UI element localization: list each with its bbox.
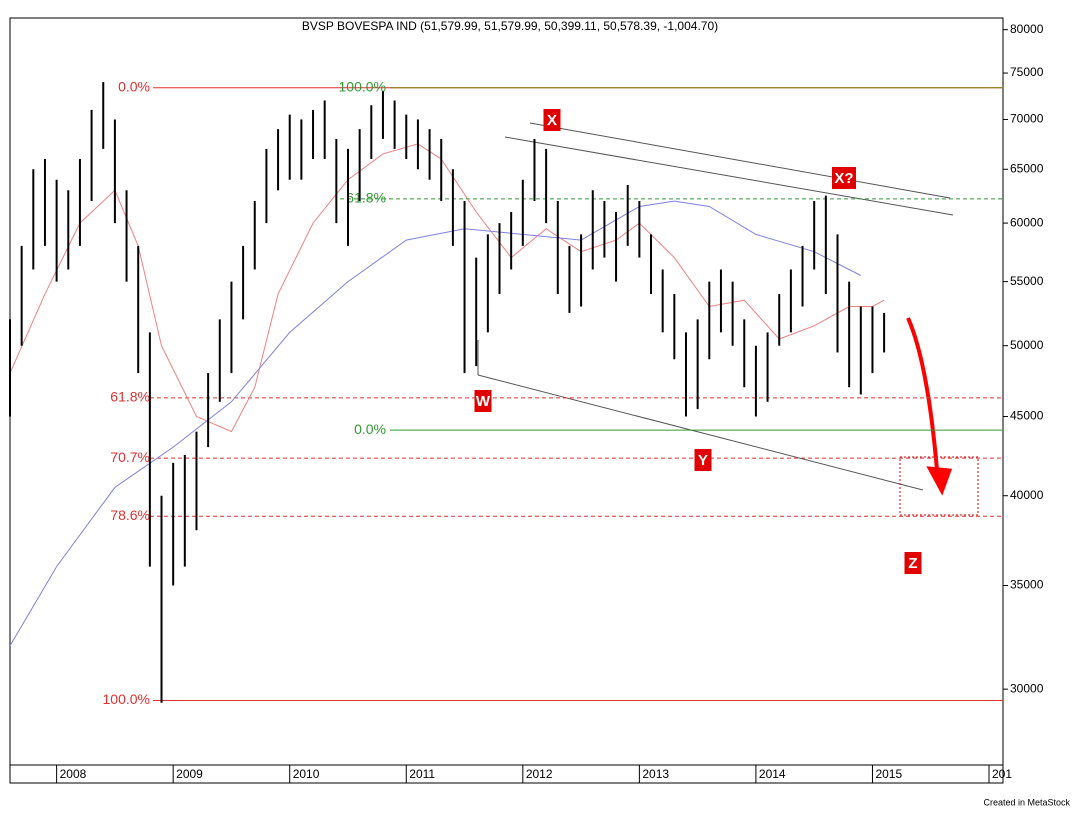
y-tick-label: 75000	[1010, 65, 1044, 79]
x-tick-label: 2015	[875, 767, 902, 781]
fib-label: 0.0%	[354, 421, 386, 437]
fib-label: 100.0%	[339, 78, 386, 94]
wave-label: Z	[908, 555, 917, 572]
wave-box	[474, 390, 492, 412]
wave-label: X?	[834, 170, 853, 187]
plot-frame	[9, 17, 1004, 784]
y-tick-label: 50000	[1010, 338, 1044, 352]
wave-label: Y	[698, 452, 708, 469]
x-tick-label: 2010	[293, 767, 320, 781]
trend-line	[477, 374, 924, 491]
x-tick-label: 2009	[176, 767, 203, 781]
x-tick-label: 201	[992, 767, 1012, 781]
y-tick-label: 45000	[1010, 409, 1044, 423]
wave-box	[904, 552, 922, 574]
y-tick-label: 60000	[1010, 215, 1044, 229]
y-tick-label: 30000	[1010, 681, 1044, 695]
wave-box	[694, 449, 712, 471]
y-tick-label: 80000	[1010, 22, 1044, 36]
y-tick-label: 35000	[1010, 578, 1044, 592]
arrow-head	[926, 466, 953, 496]
y-tick-label: 55000	[1010, 274, 1044, 288]
fib-label: 78.6%	[110, 507, 150, 523]
fib-label: 61.8%	[110, 389, 150, 405]
chart-title: BVSP BOVESPA IND (51,579.99, 51,579.99, …	[302, 19, 718, 33]
arrow-shaft	[906, 317, 939, 471]
y-tick-label: 70000	[1010, 112, 1044, 126]
trend-line	[504, 136, 954, 216]
x-tick-label: 2012	[526, 767, 553, 781]
y-tick-label: 40000	[1010, 488, 1044, 502]
wave-box	[832, 167, 856, 189]
fib-label: 61.8%	[346, 190, 386, 206]
x-tick-label: 2013	[642, 767, 669, 781]
x-tick-label: 2008	[60, 767, 87, 781]
x-tick-label: 2014	[759, 767, 786, 781]
fib-label: 100.0%	[103, 691, 150, 707]
wave-label: W	[476, 393, 491, 410]
fib-label: 0.0%	[118, 78, 150, 94]
x-tick-label: 2011	[409, 767, 435, 781]
y-tick-label: 65000	[1010, 161, 1044, 175]
projection	[899, 317, 979, 516]
trend-lines	[477, 122, 954, 491]
wave-box	[543, 109, 561, 131]
price-bars	[9, 82, 886, 703]
trend-line	[529, 122, 951, 199]
wave-label: X	[547, 112, 557, 129]
footer: Created in MetaStock	[983, 797, 1070, 807]
fib-label: 70.7%	[110, 449, 150, 465]
